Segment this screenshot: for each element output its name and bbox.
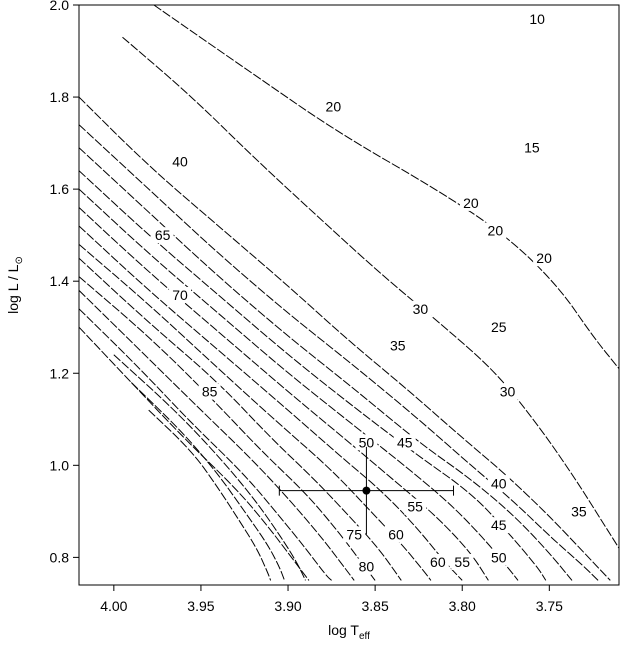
contour-line — [79, 124, 599, 581]
x-tick-label: 3.75 — [536, 598, 563, 614]
contour-line — [79, 188, 519, 581]
contour-label-bg — [169, 287, 192, 303]
contour-label: 65 — [155, 227, 171, 243]
contour-label-bg — [487, 319, 510, 336]
contour-label-bg — [393, 434, 416, 451]
contour-line — [79, 290, 355, 581]
contour-line — [79, 244, 432, 581]
x-tick-label: 3.80 — [449, 598, 476, 614]
y-axis-ticks: 0.8 1.0 1.2 1.4 1.6 1.8 2.0 — [50, 0, 79, 565]
contour-label: 60 — [430, 554, 446, 570]
contour-label: 40 — [491, 476, 507, 492]
contour-line — [79, 147, 573, 581]
contour-line — [79, 170, 547, 581]
data-point-errorbar — [278, 446, 455, 535]
contour-label-bg — [487, 475, 510, 492]
contour-label: 20 — [463, 195, 479, 211]
y-tick-label: 0.8 — [50, 549, 70, 565]
x-tick-label: 3.90 — [274, 598, 301, 614]
contour-line — [79, 225, 463, 581]
contour-label-bg — [409, 300, 432, 317]
contour-line — [148, 409, 272, 581]
contour-label: 80 — [359, 559, 375, 575]
x-axis-title-sub: eff — [359, 631, 370, 642]
contour-line — [79, 308, 332, 581]
contour-label: 45 — [397, 434, 413, 450]
contour-label-bg — [459, 194, 482, 211]
y-tick-label: 1.6 — [50, 181, 70, 197]
contour-label: 70 — [172, 287, 188, 303]
contour-label: 20 — [536, 250, 552, 266]
contour-label-bg — [404, 498, 427, 515]
contour-label: 45 — [491, 517, 507, 533]
contour-line — [79, 276, 376, 581]
x-tick-label: 3.95 — [187, 598, 214, 614]
y-tick-label: 1.2 — [50, 365, 70, 381]
contour-label: 60 — [388, 526, 404, 542]
contour-line — [79, 96, 611, 581]
y-tick-label: 1.4 — [50, 273, 70, 289]
contour-label: 25 — [491, 319, 507, 335]
contour-label: 35 — [571, 503, 587, 519]
contour-label: 75 — [346, 526, 362, 542]
x-tick-label: 4.00 — [100, 598, 127, 614]
contour-label-bg — [151, 227, 174, 244]
contour-label: 30 — [413, 301, 429, 317]
contour-label-bg — [385, 526, 408, 543]
contour-label: 10 — [529, 11, 545, 27]
contour-label-bg — [484, 222, 507, 239]
contour-label-bg — [343, 526, 366, 543]
contour-label: 40 — [172, 154, 188, 170]
contour-line — [79, 207, 489, 581]
contour-label: 55 — [407, 499, 423, 515]
contour-label: 20 — [488, 223, 504, 239]
contour-label-bg — [355, 558, 378, 575]
contour-label: 50 — [359, 434, 375, 450]
contour-label-bg — [451, 553, 474, 570]
y-axis-title-main: log L / L — [5, 264, 21, 314]
contour-label: 30 — [500, 384, 516, 400]
y-tick-label: 2.0 — [50, 0, 70, 13]
contour-label-bg — [520, 139, 543, 156]
contour-label-bg — [496, 383, 519, 400]
y-tick-label: 1.8 — [50, 89, 70, 105]
contour-label-bg — [426, 553, 449, 570]
contour-label: 35 — [390, 338, 406, 354]
x-axis-title: log Teff — [328, 622, 370, 642]
x-axis-title-main: log T — [328, 622, 359, 638]
contour-label-bg — [526, 10, 549, 27]
contour-label-bg — [487, 517, 510, 534]
contour-label-bg — [567, 503, 590, 520]
contour-line — [153, 5, 619, 370]
contour-label: 50 — [491, 549, 507, 565]
contour-label: 15 — [524, 140, 540, 156]
y-axis-title: log L / L⊙ — [5, 256, 25, 314]
contour-line — [122, 36, 619, 549]
contour-label: 55 — [454, 554, 470, 570]
plot-frame — [78, 4, 620, 586]
contour-line — [79, 326, 310, 581]
y-axis-title-sub: ⊙ — [14, 256, 25, 264]
contour-line — [130, 382, 285, 581]
contour-label-bg — [386, 337, 409, 354]
contour-label-bg — [322, 98, 345, 115]
contour-label-bg — [487, 549, 510, 566]
contour-label-bg — [533, 250, 556, 267]
contour-line — [113, 354, 306, 581]
x-axis-ticks: 4.00 3.95 3.90 3.85 3.80 3.75 — [100, 585, 563, 614]
contour-label-bg — [355, 434, 378, 451]
contour-lines — [79, 5, 619, 581]
y-tick-label: 1.0 — [50, 457, 70, 473]
contour-label: 85 — [202, 384, 218, 400]
contour-labels: 10 20 15 40 20 20 65 20 70 30 25 35 85 30 50 45 40 55 35 60… — [151, 10, 590, 575]
contour-label: 20 — [326, 98, 342, 114]
contour-label-bg — [169, 153, 192, 170]
contour-label-bg — [198, 383, 221, 400]
data-point-marker — [362, 486, 371, 495]
x-tick-label: 3.85 — [362, 598, 389, 614]
